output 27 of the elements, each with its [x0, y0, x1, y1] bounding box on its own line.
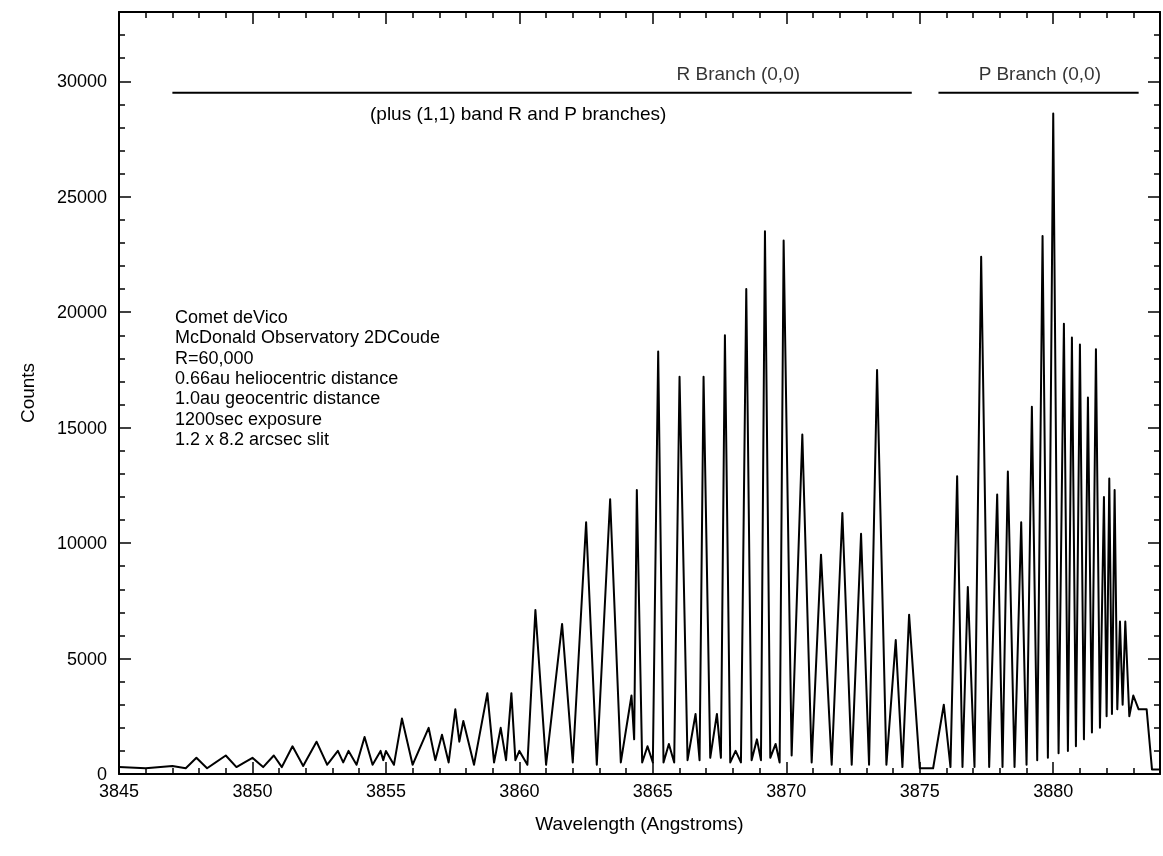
y-tick-label: 20000	[56, 302, 107, 323]
x-tick-label: 3865	[632, 781, 673, 801]
annotation: 1200sec exposure	[175, 408, 323, 429]
annotation: R=60,000	[175, 347, 254, 368]
annotation: (plus (1,1) band R and P branches)	[370, 103, 667, 124]
annotation: 1.2 x 8.2 arcsec slit	[175, 428, 330, 449]
y-tick-label: 5000	[66, 648, 107, 669]
x-tick-label: 3845	[98, 781, 140, 801]
annotation: 0.66au heliocentric distance	[175, 368, 399, 389]
y-axis-title: Counts	[17, 362, 38, 424]
annotation: Comet deVico	[175, 307, 288, 328]
x-tick-label: 3880	[1033, 781, 1074, 801]
x-axis-title: Wavelength (Angstroms)	[535, 813, 744, 834]
x-tick-label: 3870	[766, 781, 807, 801]
y-tick-label: 15000	[56, 417, 107, 438]
y-tick-label: 30000	[56, 71, 107, 92]
y-tick-label: 10000	[56, 533, 107, 554]
y-tick-label: 0	[96, 764, 107, 784]
annotation: 1.0au geocentric distance	[175, 388, 381, 409]
x-tick-label: 3855	[365, 781, 406, 801]
x-tick-label: 3860	[499, 781, 540, 801]
y-tick-label: 25000	[56, 186, 107, 207]
annotation: McDonald Observatory 2DCoude	[175, 327, 441, 348]
annotation: R Branch (0,0)	[676, 62, 801, 84]
x-tick-label: 3850	[232, 781, 273, 801]
x-tick-label: 3875	[899, 781, 940, 801]
annotation: P Branch (0,0)	[978, 62, 1101, 84]
